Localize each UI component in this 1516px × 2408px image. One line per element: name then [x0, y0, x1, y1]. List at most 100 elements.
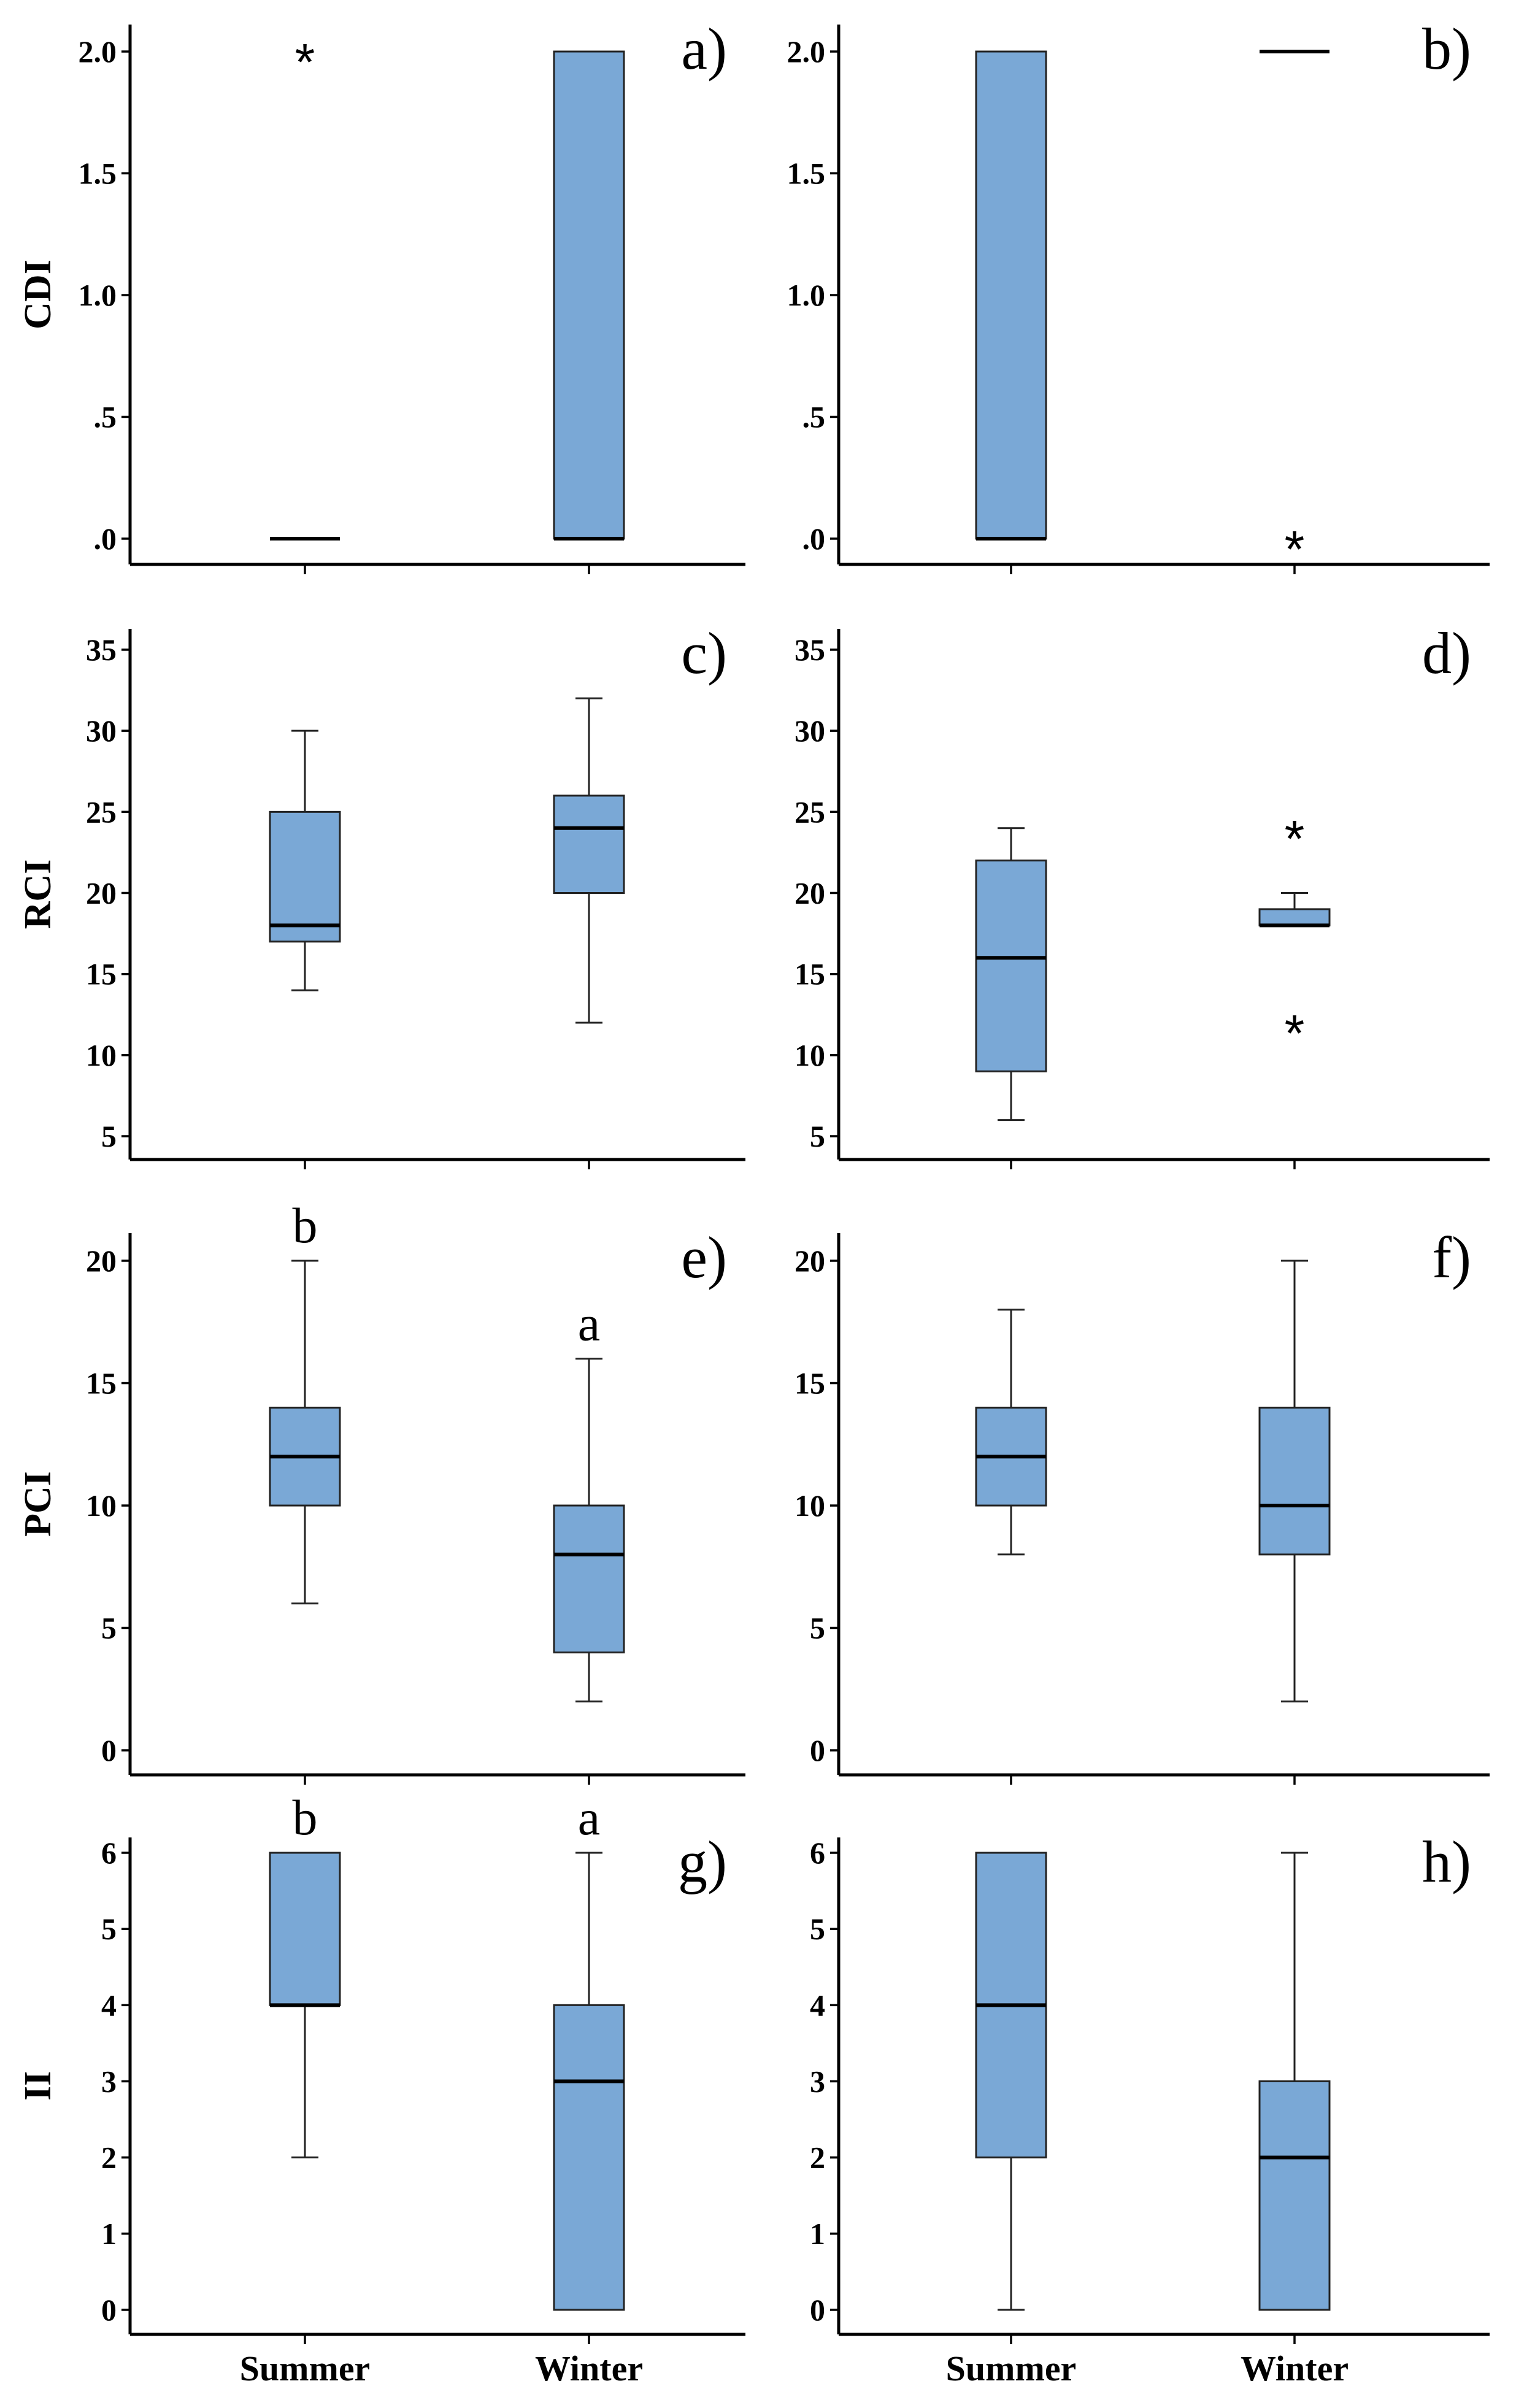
- y-tick-label: 1: [101, 2217, 117, 2251]
- y-tick-label: .0: [802, 521, 826, 556]
- x-category-label: Winter: [1241, 2348, 1349, 2388]
- y-axis-label: II: [17, 2071, 59, 2101]
- y-tick-label: 5: [101, 1119, 117, 1153]
- box-summer: b: [269, 1790, 341, 2159]
- y-tick-label: 5: [101, 1912, 117, 1946]
- panel-g: 0 1 2 3 4 5 6 II g) b a Summer Winter: [17, 1790, 745, 2388]
- panel-e: 0 5 10 15 20 PCI e) b a: [17, 1198, 745, 1785]
- significance-label: a: [578, 1790, 600, 1845]
- panel-label: c): [681, 620, 727, 686]
- y-tick-label: 30: [795, 714, 825, 748]
- y-axis-label: CDI: [17, 260, 59, 329]
- y-tick-label: 1.5: [79, 156, 117, 191]
- panel-c: 5 10 15 20 25 30 35 RCI c): [17, 620, 745, 1169]
- box-summer: *: [270, 33, 340, 540]
- iqr-box: [975, 50, 1047, 540]
- y-tick-label: 5: [810, 1119, 825, 1153]
- y-tick-label: .5: [802, 400, 826, 434]
- box-summer: [975, 827, 1047, 1121]
- y-tick-label: 1.0: [787, 278, 826, 312]
- y-tick-label: 5: [101, 1611, 117, 1645]
- y-tick-label: 20: [795, 876, 825, 910]
- iqr-box: [553, 50, 625, 540]
- box-winter: **: [1258, 810, 1331, 1062]
- y-tick-label: .5: [94, 400, 117, 434]
- significance-label: b: [293, 1790, 318, 1845]
- y-tick-label: 1.5: [787, 156, 826, 191]
- y-tick-label: 10: [795, 1038, 825, 1072]
- box-winter: [1258, 1852, 1331, 2311]
- box-winter: [1258, 1260, 1331, 1702]
- y-tick-label: 6: [101, 1836, 117, 1870]
- box-summer: b: [269, 1198, 341, 1605]
- y-tick-label: 1: [810, 2217, 825, 2251]
- y-tick-label: 0: [810, 1733, 825, 1768]
- outlier-marker: *: [1285, 810, 1305, 867]
- iqr-box: [269, 810, 341, 943]
- y-tick-label: 15: [795, 957, 825, 991]
- y-tick-label: 35: [86, 633, 117, 667]
- box-summer: [975, 50, 1047, 540]
- y-tick-label: 15: [86, 957, 117, 991]
- y-tick-label: 6: [810, 1836, 825, 1870]
- iqr-box: [553, 1504, 625, 1653]
- y-tick-label: 15: [795, 1366, 825, 1401]
- iqr-box: [1258, 2080, 1331, 2311]
- box-summer: [975, 1852, 1047, 2311]
- significance-label: a: [578, 1296, 600, 1352]
- box-summer: [975, 1309, 1047, 1556]
- y-tick-label: 10: [795, 1488, 825, 1523]
- y-tick-label: 35: [795, 633, 825, 667]
- iqr-box: [553, 794, 625, 894]
- y-tick-label: 0: [101, 2293, 117, 2327]
- box-winter: a: [553, 1296, 625, 1702]
- panel-label: b): [1422, 16, 1471, 82]
- panel-h: 0 1 2 3 4 5 6 h) Summer Winter: [810, 1829, 1490, 2388]
- panel-label: a): [681, 16, 727, 82]
- iqr-box: [553, 2004, 625, 2311]
- box-summer: [269, 729, 341, 991]
- y-tick-label: 25: [795, 794, 825, 829]
- y-tick-label: 30: [86, 714, 117, 748]
- panel-label: f): [1432, 1225, 1471, 1290]
- y-tick-label: 20: [86, 1244, 117, 1278]
- y-axis-label: RCI: [17, 860, 59, 929]
- y-tick-label: 3: [101, 2064, 117, 2099]
- panel-b: .0 .5 1.0 1.5 2.0 b) *: [787, 16, 1490, 578]
- x-category-label: Winter: [535, 2348, 643, 2388]
- x-category-label: Summer: [240, 2348, 371, 2388]
- iqr-box: [975, 860, 1047, 1072]
- y-tick-label: 25: [86, 794, 117, 829]
- y-tick-label: 4: [101, 1988, 117, 2022]
- box-winter: a: [553, 1790, 625, 2311]
- box-winter: *: [1260, 50, 1329, 578]
- y-tick-label: 1.0: [79, 278, 117, 312]
- y-tick-label: 3: [810, 2064, 825, 2099]
- y-tick-label: 0: [101, 1733, 117, 1768]
- y-tick-label: .0: [94, 521, 117, 556]
- panel-label: g): [678, 1829, 727, 1894]
- panel-label: d): [1422, 620, 1471, 686]
- panel-label: h): [1422, 1829, 1471, 1894]
- y-tick-label: 4: [810, 1988, 825, 2022]
- y-tick-label: 2: [101, 2141, 117, 2175]
- iqr-box: [1258, 1406, 1331, 1556]
- box-winter: [553, 50, 625, 540]
- y-tick-label: 10: [86, 1488, 117, 1523]
- y-tick-label: 2.0: [79, 34, 117, 69]
- outlier-marker: *: [295, 33, 315, 91]
- x-category-label: Summer: [946, 2348, 1077, 2388]
- y-tick-label: 5: [810, 1611, 825, 1645]
- outlier-marker: *: [1285, 520, 1305, 578]
- y-tick-label: 20: [86, 876, 117, 910]
- iqr-box: [1258, 908, 1331, 926]
- box-winter: [553, 697, 625, 1024]
- y-tick-label: 10: [86, 1038, 117, 1072]
- panel-label: e): [681, 1225, 727, 1290]
- significance-label: b: [293, 1198, 318, 1253]
- panel-a: .0 .5 1.0 1.5 2.0 CDI a) *: [17, 16, 745, 574]
- y-tick-label: 15: [86, 1366, 117, 1401]
- outlier-marker: *: [1285, 1004, 1305, 1062]
